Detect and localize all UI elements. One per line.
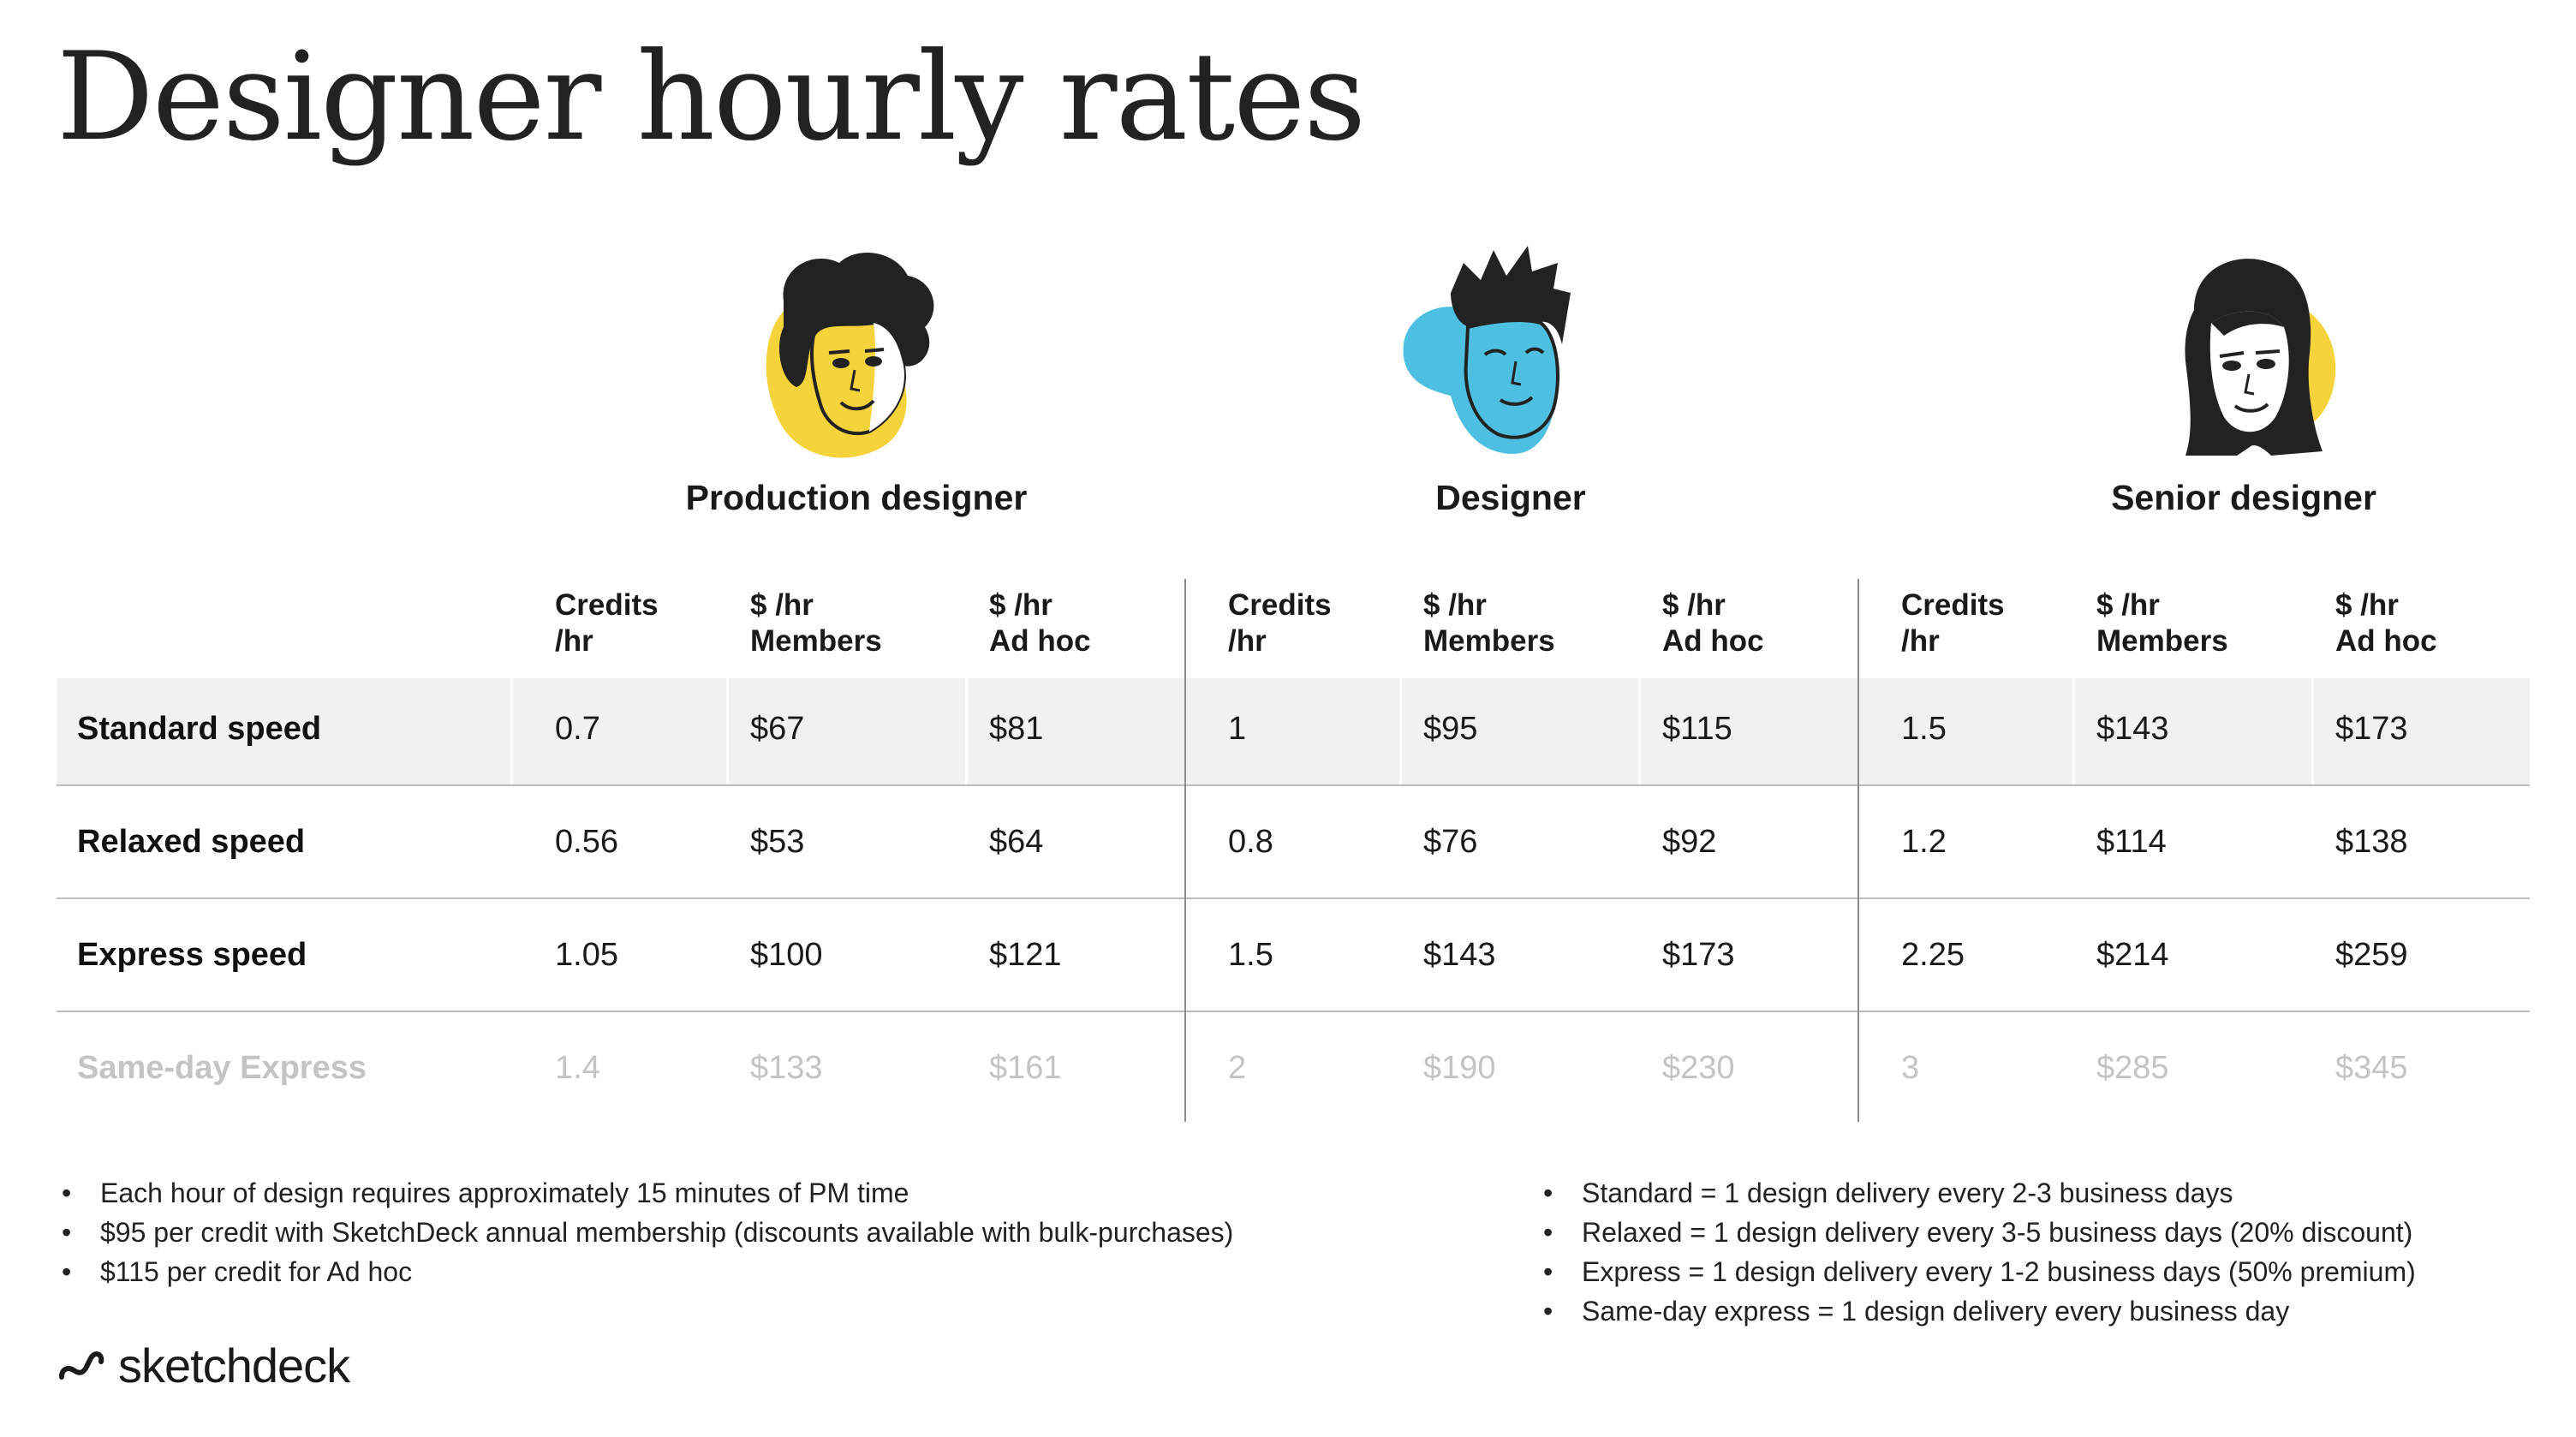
cell-separator bbox=[965, 678, 968, 786]
header-credits-senior: Credits/hr bbox=[1901, 588, 2005, 658]
table-cell: 1.5 bbox=[1228, 937, 1273, 973]
table-cell: $92 bbox=[1662, 824, 1717, 860]
note-item: $115 per credit for Ad hoc bbox=[57, 1252, 1233, 1291]
note-item: Each hour of design requires approximate… bbox=[57, 1173, 1233, 1213]
table-cell: $345 bbox=[2335, 1050, 2408, 1086]
row-divider bbox=[57, 784, 2530, 786]
cell-separator bbox=[726, 678, 729, 786]
cell-separator bbox=[510, 678, 513, 786]
table-cell: $95 bbox=[1423, 711, 1478, 747]
cell-separator bbox=[2072, 678, 2075, 786]
row-label-relaxed: Relaxed speed bbox=[77, 824, 306, 860]
table-cell: $114 bbox=[2096, 824, 2167, 860]
row-divider bbox=[57, 897, 2530, 899]
note-item: $95 per credit with SketchDeck annual me… bbox=[57, 1213, 1233, 1252]
table-cell: $121 bbox=[989, 937, 1062, 973]
note-item: Express = 1 design delivery every 1-2 bu… bbox=[1538, 1252, 2416, 1291]
row-label-express: Express speed bbox=[77, 937, 307, 973]
notes-left: Each hour of design requires approximate… bbox=[57, 1173, 1233, 1291]
table-cell: $230 bbox=[1662, 1050, 1735, 1086]
table-cell: 2.25 bbox=[1901, 937, 1965, 973]
table-cell: 1.5 bbox=[1901, 711, 1947, 747]
note-item: Same-day express = 1 design delivery eve… bbox=[1538, 1291, 2416, 1331]
table-cell: $173 bbox=[1662, 937, 1735, 973]
row-label-standard: Standard speed bbox=[77, 711, 322, 747]
role-production-designer: Production designer bbox=[685, 478, 1028, 517]
table-cell: 3 bbox=[1901, 1050, 1920, 1086]
table-cell: $161 bbox=[989, 1050, 1062, 1086]
designer-avatar bbox=[1403, 246, 1571, 455]
header-adhoc-production: $ /hr Ad hoc bbox=[989, 588, 1091, 658]
table-cell: 0.7 bbox=[555, 711, 600, 747]
page-title: Designer hourly rates bbox=[57, 27, 1366, 168]
table-cell: $214 bbox=[2096, 937, 2169, 973]
table-cell: $143 bbox=[1423, 937, 1496, 973]
table-cell: $64 bbox=[989, 824, 1044, 860]
row-label-same-day-express: Same-day Express bbox=[77, 1050, 367, 1086]
table-cell: $115 bbox=[1662, 711, 1732, 747]
table-cell: 1 bbox=[1228, 711, 1247, 747]
cell-separator bbox=[2311, 678, 2314, 786]
table-cell: $100 bbox=[750, 937, 823, 973]
cell-separator bbox=[1638, 678, 1641, 786]
notes-right: Standard = 1 design delivery every 2-3 b… bbox=[1538, 1173, 2416, 1331]
table-cell: 2 bbox=[1228, 1050, 1247, 1086]
sketchdeck-logo: sketchdeck bbox=[57, 1338, 350, 1393]
table-cell: $190 bbox=[1423, 1050, 1496, 1086]
table-cell: $81 bbox=[989, 711, 1044, 747]
table-cell: 1.2 bbox=[1901, 824, 1947, 860]
senior-designer-avatar bbox=[2185, 259, 2336, 456]
header-members-senior: $ /hr Members bbox=[2096, 588, 2228, 658]
header-members-designer: $ /hr Members bbox=[1423, 588, 1555, 658]
table-cell: $76 bbox=[1423, 824, 1478, 860]
sketchdeck-logo-icon bbox=[59, 1351, 104, 1380]
header-credits-production: Credits/hr bbox=[555, 588, 659, 658]
note-item: Relaxed = 1 design delivery every 3-5 bu… bbox=[1538, 1213, 2416, 1252]
table-cell: $67 bbox=[750, 711, 805, 747]
table-cell: $143 bbox=[2096, 711, 2169, 747]
standard-row-band bbox=[57, 678, 2530, 786]
group-divider bbox=[1184, 579, 1186, 1122]
logo-text: sketchdeck bbox=[118, 1339, 350, 1392]
table-cell: 0.56 bbox=[555, 824, 618, 860]
table-cell: $138 bbox=[2335, 824, 2408, 860]
role-designer: Designer bbox=[1435, 478, 1586, 517]
table-cell: $133 bbox=[750, 1050, 823, 1086]
header-adhoc-designer: $ /hr Ad hoc bbox=[1662, 588, 1764, 658]
header-adhoc-senior: $ /hr Ad hoc bbox=[2335, 588, 2437, 658]
table-cell: 1.05 bbox=[555, 937, 618, 973]
table-cell: 1.4 bbox=[555, 1050, 600, 1086]
table-cell: $285 bbox=[2096, 1050, 2169, 1086]
header-members-production: $ /hr Members bbox=[750, 588, 882, 658]
row-divider bbox=[57, 1011, 2530, 1012]
table-cell: $173 bbox=[2335, 711, 2408, 747]
production-designer-avatar bbox=[766, 253, 934, 458]
table-cell: 0.8 bbox=[1228, 824, 1273, 860]
table-cell: $53 bbox=[750, 824, 805, 860]
note-item: Standard = 1 design delivery every 2-3 b… bbox=[1538, 1173, 2416, 1213]
cell-separator bbox=[1399, 678, 1402, 786]
table-cell: $259 bbox=[2335, 937, 2408, 973]
header-credits-designer: Credits/hr bbox=[1228, 588, 1332, 658]
role-senior-designer: Senior designer bbox=[2111, 478, 2376, 517]
group-divider bbox=[1857, 579, 1859, 1122]
